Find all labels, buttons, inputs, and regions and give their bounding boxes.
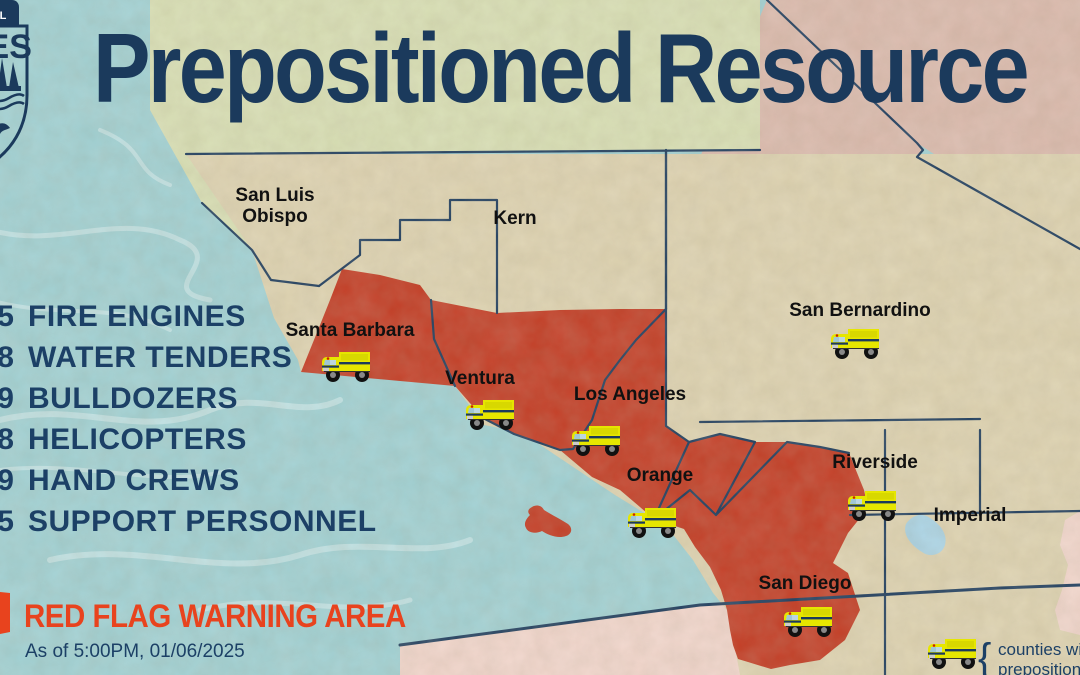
svg-text:CAL: CAL <box>0 10 7 22</box>
svg-text:OES: OES <box>0 28 32 66</box>
